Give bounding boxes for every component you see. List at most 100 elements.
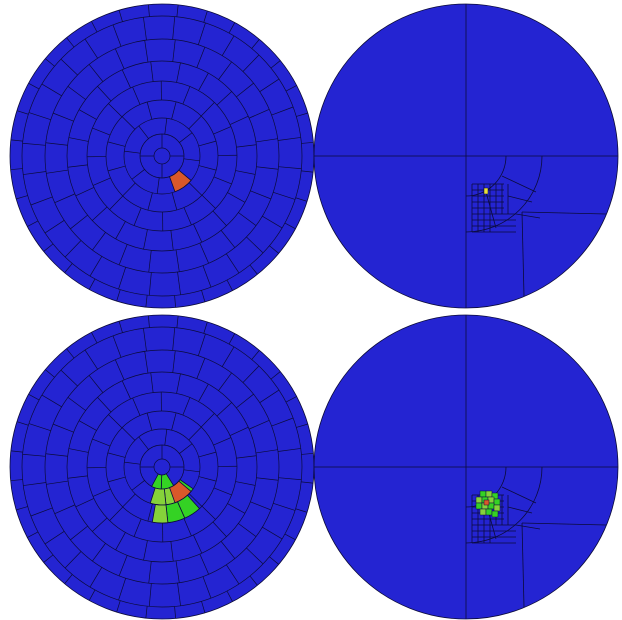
mesh-spoke bbox=[171, 101, 177, 120]
mesh-spoke bbox=[200, 413, 215, 428]
neighbor-cell bbox=[485, 490, 493, 498]
mesh-spoke bbox=[41, 83, 62, 97]
mesh-spoke bbox=[235, 481, 256, 486]
mesh-spoke bbox=[218, 372, 232, 391]
active-cell bbox=[483, 499, 490, 506]
mesh-spoke bbox=[115, 48, 125, 70]
mesh-spoke bbox=[170, 541, 174, 562]
mesh-spoke bbox=[89, 567, 103, 588]
mesh-spoke bbox=[146, 412, 153, 431]
mesh-spoke bbox=[188, 426, 202, 441]
mesh-spoke bbox=[54, 504, 76, 514]
mesh-spoke bbox=[273, 502, 296, 511]
mesh-spoke bbox=[199, 553, 209, 575]
mesh-spoke bbox=[176, 373, 181, 394]
neighbor-cell bbox=[151, 503, 169, 524]
mesh-spoke bbox=[188, 182, 203, 196]
neighbor-cell bbox=[491, 510, 499, 518]
mesh-spoke bbox=[23, 171, 47, 175]
mesh-spoke bbox=[188, 115, 202, 130]
mesh-spoke bbox=[220, 230, 236, 248]
mesh-spoke bbox=[92, 517, 108, 532]
mesh-spoke bbox=[175, 560, 180, 583]
mesh-edge bbox=[515, 213, 541, 219]
mesh-spoke bbox=[118, 555, 128, 576]
mesh-spoke bbox=[226, 564, 240, 585]
mesh-spoke bbox=[250, 501, 271, 511]
disk-outline bbox=[313, 314, 619, 620]
mesh-spoke bbox=[138, 125, 149, 139]
mesh-edge bbox=[521, 211, 607, 215]
mesh-spoke bbox=[182, 397, 191, 416]
mesh-spoke bbox=[171, 412, 177, 431]
mesh-spoke bbox=[198, 383, 209, 402]
mesh-spoke bbox=[107, 476, 126, 483]
mesh-spoke bbox=[67, 397, 86, 411]
mesh-spoke bbox=[92, 488, 111, 497]
mesh-spoke bbox=[197, 333, 206, 356]
mesh-spoke bbox=[67, 475, 88, 479]
mesh-spoke bbox=[148, 272, 152, 296]
mesh-spoke bbox=[198, 451, 217, 458]
mesh-spoke bbox=[255, 138, 278, 143]
neighbor-cell bbox=[493, 504, 501, 512]
mesh-spoke bbox=[89, 256, 103, 277]
mesh-spoke bbox=[112, 24, 122, 47]
mesh-spoke bbox=[235, 170, 256, 175]
mesh-spoke bbox=[259, 78, 280, 92]
mesh-spoke bbox=[109, 506, 124, 521]
mesh-spoke bbox=[108, 414, 123, 429]
mesh-spoke bbox=[60, 58, 78, 76]
mesh-spoke bbox=[213, 176, 232, 185]
mesh-spoke bbox=[277, 137, 301, 141]
mesh-spoke bbox=[183, 518, 192, 537]
mesh-spoke bbox=[212, 521, 227, 537]
mesh-ring bbox=[86, 80, 238, 232]
active-cell bbox=[169, 480, 192, 504]
mesh-spoke bbox=[238, 212, 257, 226]
mesh-ring bbox=[21, 15, 303, 297]
mesh-spoke bbox=[146, 101, 153, 120]
mesh-spoke bbox=[172, 39, 176, 62]
mesh-spoke bbox=[198, 140, 217, 147]
mesh-spoke bbox=[196, 47, 206, 68]
mesh-arc bbox=[465, 466, 543, 544]
mesh-spoke bbox=[108, 103, 123, 118]
mesh-spoke bbox=[201, 505, 216, 520]
mesh-spoke bbox=[212, 210, 227, 226]
mesh-spoke bbox=[277, 448, 301, 452]
mesh-spoke bbox=[176, 62, 181, 83]
mesh-spoke bbox=[262, 215, 283, 229]
mesh-spoke bbox=[144, 351, 149, 374]
mesh-spoke bbox=[121, 116, 136, 130]
mesh-spoke bbox=[199, 242, 209, 264]
mesh-spoke bbox=[70, 525, 88, 541]
mesh-spoke bbox=[118, 244, 128, 265]
mesh-spoke bbox=[164, 118, 168, 135]
mesh-spoke bbox=[92, 127, 111, 136]
mesh-spoke bbox=[115, 221, 126, 240]
mesh-spoke bbox=[179, 443, 193, 454]
mesh-spoke bbox=[255, 449, 278, 454]
mesh-spoke bbox=[183, 158, 200, 162]
mesh-spoke bbox=[177, 582, 181, 606]
mesh-spoke bbox=[256, 166, 279, 170]
mesh-spoke bbox=[46, 169, 69, 174]
mesh-spoke bbox=[22, 453, 46, 457]
mesh-spoke bbox=[143, 328, 147, 352]
neighbor-cell bbox=[479, 490, 487, 498]
mesh-spoke bbox=[118, 578, 127, 601]
mesh-spoke bbox=[148, 583, 152, 607]
active-cell bbox=[483, 187, 489, 195]
mesh-spoke bbox=[201, 194, 216, 209]
mesh-spoke bbox=[22, 142, 46, 146]
mesh-spoke bbox=[143, 229, 148, 250]
mesh-spoke bbox=[67, 86, 86, 100]
mesh-spoke bbox=[60, 369, 78, 387]
mesh-spoke bbox=[248, 109, 270, 119]
mesh-spoke bbox=[216, 91, 232, 106]
mesh-spoke bbox=[221, 346, 235, 367]
mesh-spoke bbox=[54, 193, 76, 203]
mesh-spoke bbox=[164, 429, 168, 446]
mesh-spoke bbox=[28, 112, 51, 121]
